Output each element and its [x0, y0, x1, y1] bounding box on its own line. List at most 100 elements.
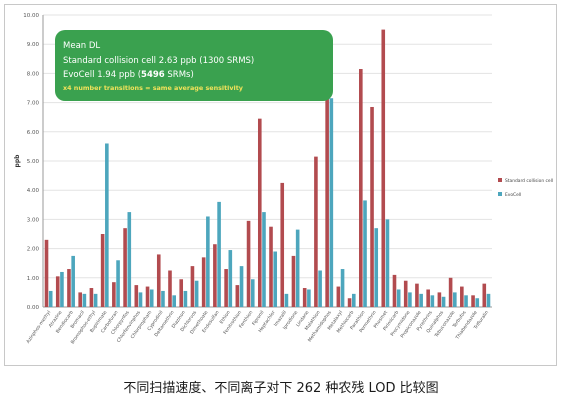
- bar-standard: [426, 289, 430, 307]
- bar-evocell: [206, 216, 210, 307]
- annotation-line-4: x4 number transitions = same average sen…: [63, 84, 244, 92]
- chart-svg: 0.00 1.00 2.00 3.00 4.00 5.00 6.00 7.00 8.00 9.00…: [14, 13, 553, 345]
- bar-evocell: [475, 298, 480, 307]
- bar-evocell: [385, 219, 390, 307]
- bar-evocell: [250, 279, 255, 307]
- y-tick-label: 10.00: [23, 13, 39, 19]
- bar-standard: [403, 280, 408, 307]
- bar-standard: [325, 67, 329, 307]
- y-tick-label: 2.00: [27, 247, 40, 253]
- bar-standard: [392, 274, 397, 307]
- bar-evocell: [419, 293, 423, 307]
- bar-standard: [168, 270, 172, 307]
- y-tick-label: 4.00: [27, 188, 40, 194]
- bar-standard: [482, 283, 487, 307]
- bar-standard: [291, 255, 296, 307]
- y-axis-label: ppb: [14, 154, 21, 168]
- legend-label: EvoCell: [505, 192, 521, 198]
- legend-swatch: [498, 192, 502, 196]
- bar-evocell: [374, 228, 379, 307]
- bar-evocell: [284, 293, 289, 307]
- x-tick-label: Azinphos-methyl: [25, 310, 52, 345]
- bar-standard: [44, 239, 49, 307]
- bar-evocell: [396, 289, 401, 307]
- bar-evocell: [71, 255, 75, 307]
- bar-evocell: [363, 200, 367, 307]
- bar-evocell: [82, 293, 87, 307]
- bar-standard: [460, 286, 464, 307]
- bar-evocell: [217, 201, 221, 307]
- bar-evocell: [127, 212, 132, 307]
- bar-standard: [201, 257, 206, 307]
- bar-standard: [280, 182, 285, 307]
- legend-swatch: [498, 178, 502, 182]
- bar-evocell: [138, 292, 143, 307]
- bar-standard: [78, 292, 82, 307]
- bar-standard: [112, 282, 116, 307]
- figure-caption: 不同扫描速度、不同离子对下 262 种农残 LOD 比较图: [123, 381, 439, 396]
- y-tick-label: 7.00: [27, 101, 40, 107]
- bar-standard: [213, 244, 217, 307]
- bar-evocell: [239, 266, 244, 307]
- bar-standard: [302, 288, 307, 307]
- bar-evocell: [194, 280, 199, 307]
- bar-standard: [123, 228, 127, 307]
- bar-standard: [89, 288, 94, 307]
- bar-standard: [179, 279, 184, 307]
- bar-evocell: [161, 290, 165, 307]
- annotation-box: [55, 30, 333, 101]
- bar-standard: [246, 220, 251, 307]
- bar-evocell: [273, 251, 278, 307]
- bar-evocell: [329, 98, 334, 307]
- bar-evocell: [172, 295, 176, 307]
- annotation-line-2: Standard collision cell 2.63 ppb (1300 S…: [63, 56, 254, 66]
- bar-evocell: [295, 229, 300, 307]
- annotation-line-3: EvoCell 1.94 ppb (5496 SRMs): [63, 70, 194, 80]
- y-tick-label: 9.00: [27, 42, 40, 48]
- bar-evocell: [441, 296, 446, 307]
- bar-standard: [145, 286, 150, 307]
- bar-evocell: [408, 292, 412, 307]
- bar-evocell: [60, 271, 64, 307]
- y-tick-label: 8.00: [27, 71, 40, 77]
- bar-evocell: [340, 269, 345, 307]
- bar-evocell: [318, 270, 322, 307]
- bar-evocell: [307, 289, 311, 307]
- bar-standard: [448, 277, 453, 307]
- bar-standard: [235, 285, 240, 307]
- bar-evocell: [183, 290, 188, 307]
- bar-evocell: [464, 295, 468, 307]
- bar-standard: [100, 234, 105, 307]
- bar-standard: [381, 29, 386, 307]
- y-tick-label: 6.00: [27, 130, 40, 136]
- annotation-line-1: Mean DL: [63, 41, 100, 51]
- bar-evocell: [116, 260, 120, 307]
- bar-evocell: [262, 212, 266, 307]
- y-tick-label: 1.00: [27, 276, 40, 282]
- bar-standard: [55, 276, 60, 307]
- bar-evocell: [48, 290, 53, 307]
- bar-standard: [437, 292, 442, 307]
- bar-standard: [190, 266, 195, 307]
- bar-evocell: [486, 293, 491, 307]
- bar-standard: [415, 283, 419, 307]
- bar-standard: [224, 269, 228, 307]
- bar-standard: [156, 254, 161, 307]
- bar-standard: [347, 298, 352, 307]
- bar-standard: [257, 118, 262, 307]
- y-tick-label: 0.00: [27, 305, 40, 311]
- bar-evocell: [105, 143, 109, 307]
- chart-frame: 0.00 1.00 2.00 3.00 4.00 5.00 6.00 7.00 8.00 9.00…: [4, 4, 557, 366]
- bar-standard: [269, 226, 273, 307]
- bar-standard: [370, 106, 374, 307]
- bar-evocell: [351, 293, 356, 307]
- bar-standard: [314, 156, 318, 307]
- legend-label: Standard collision cell: [505, 178, 553, 184]
- bar-evocell: [453, 292, 457, 307]
- bar-evocell: [430, 295, 435, 307]
- bar-evocell: [149, 289, 154, 307]
- bar-evocell: [228, 250, 233, 307]
- bar-standard: [359, 69, 363, 308]
- bar-standard: [67, 269, 71, 307]
- bar-standard: [471, 295, 475, 307]
